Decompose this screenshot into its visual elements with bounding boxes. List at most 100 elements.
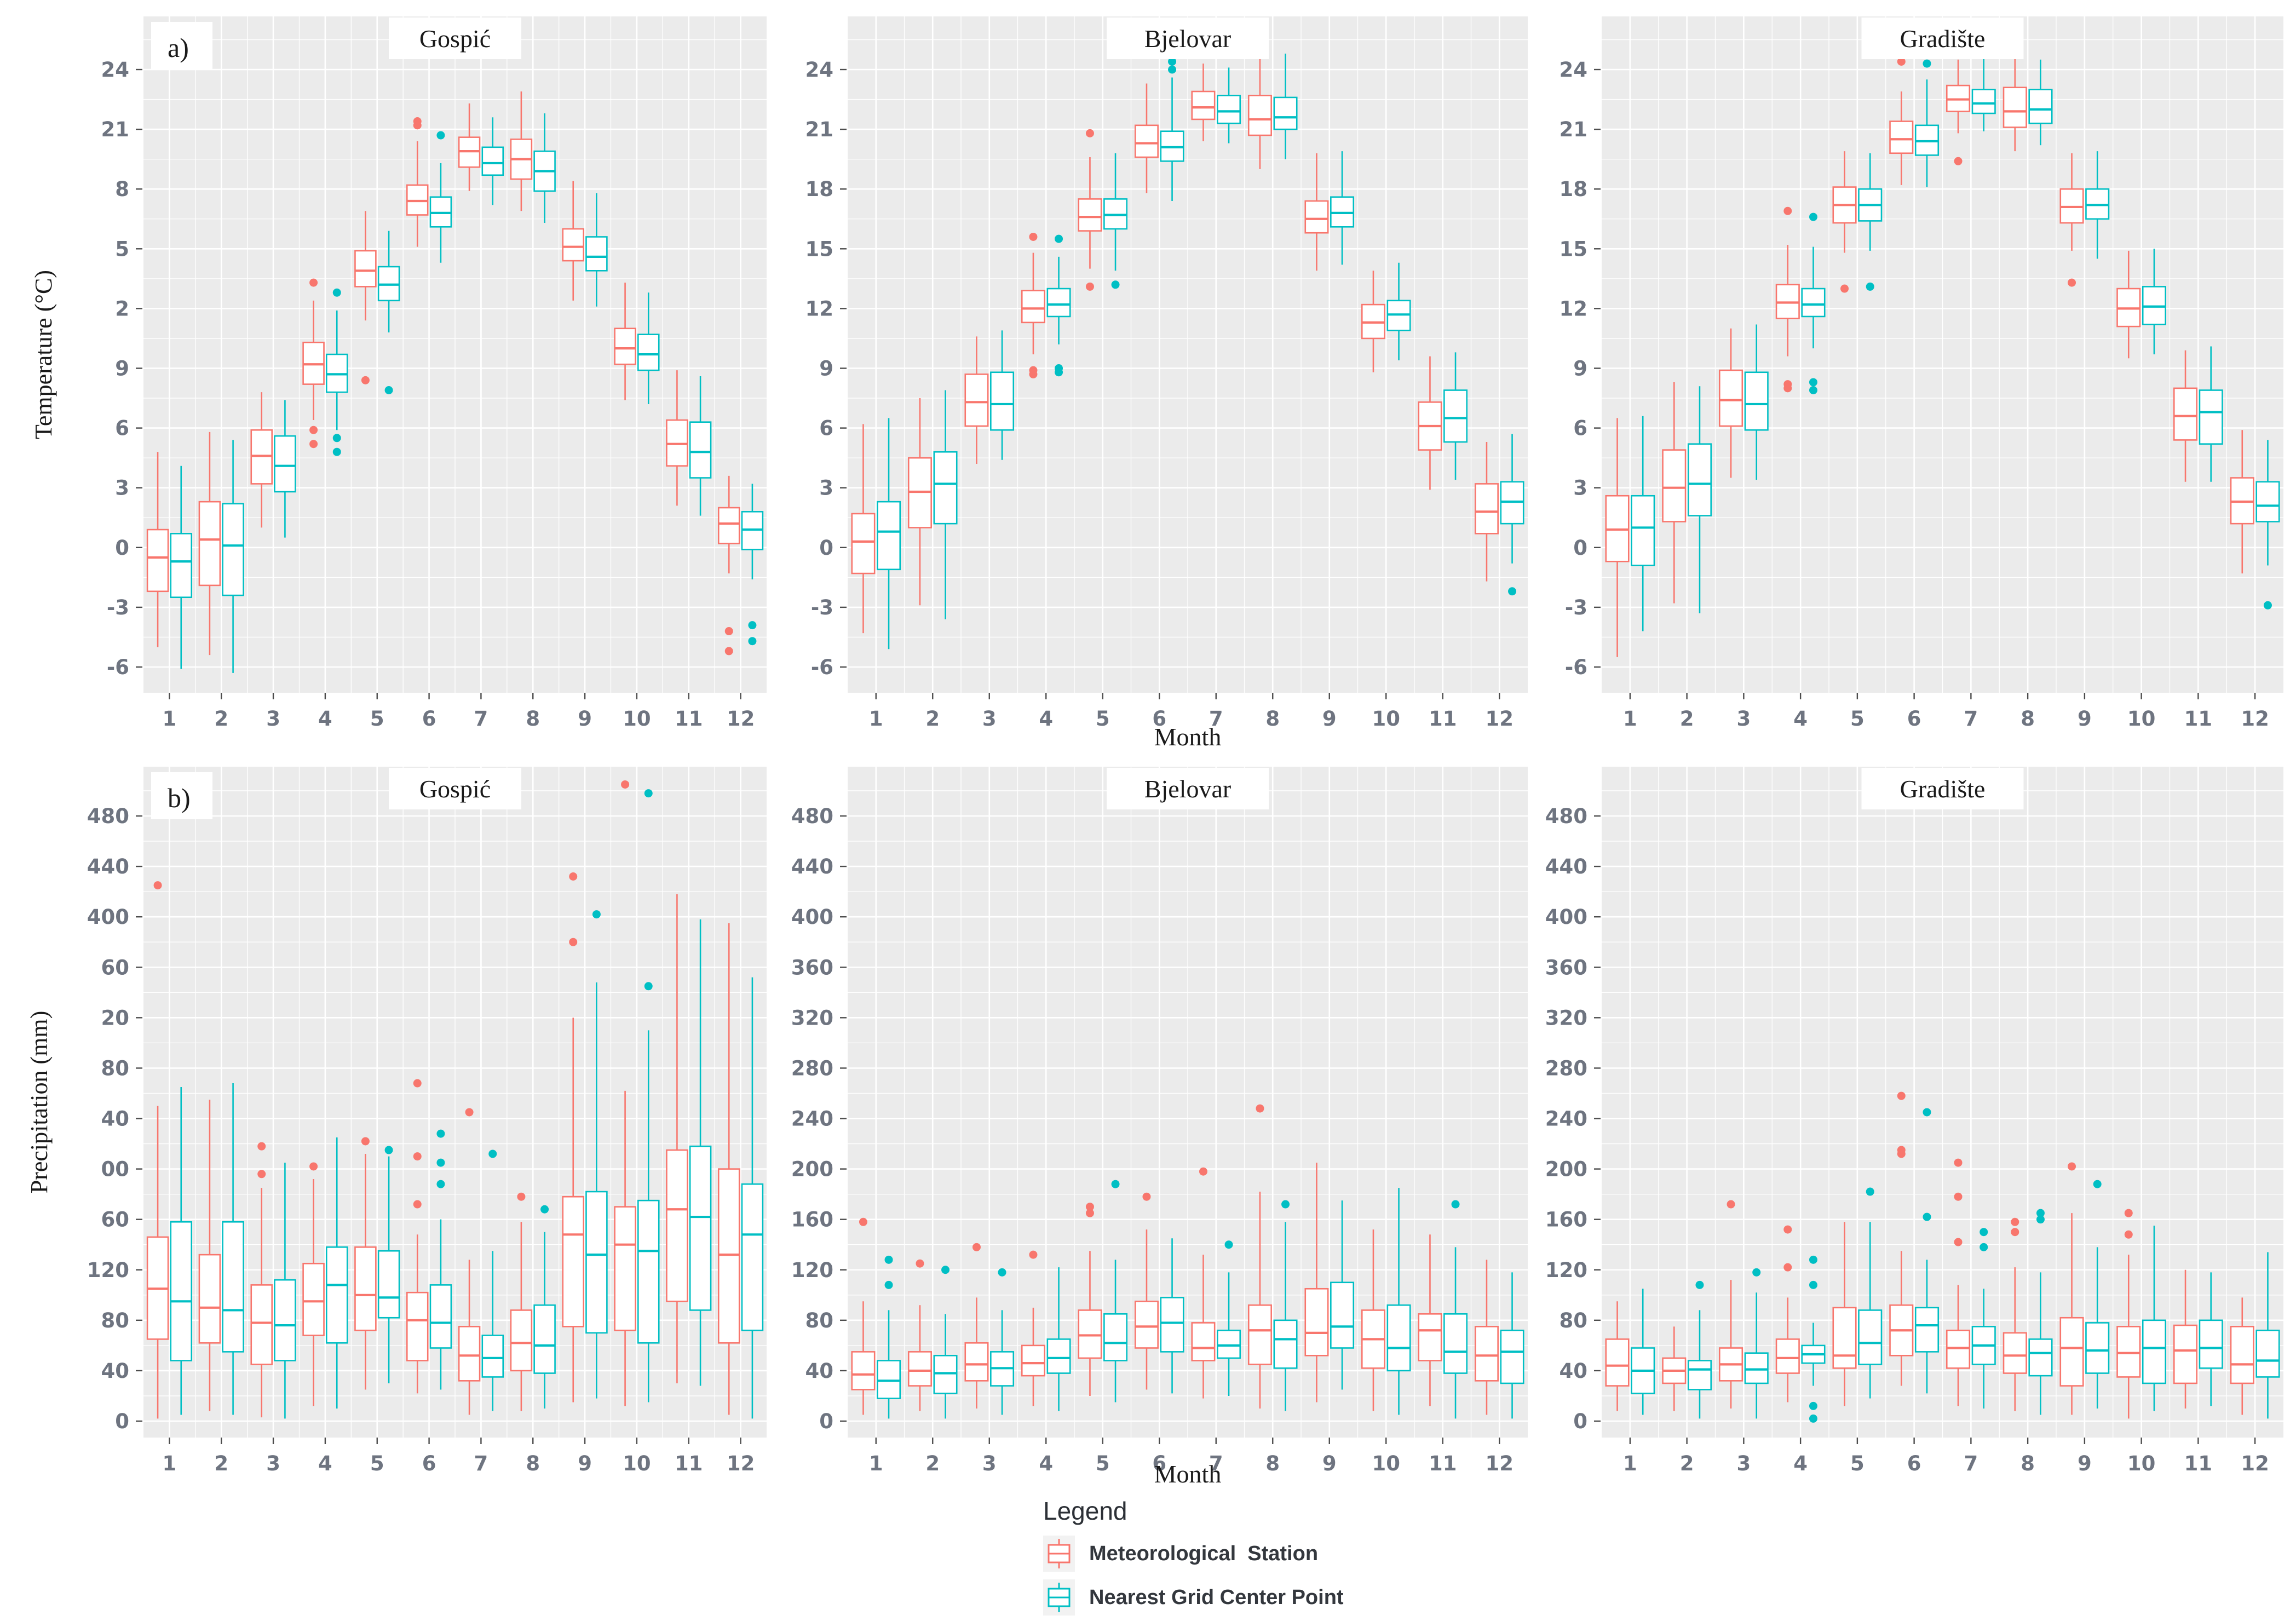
- outlier-point: [540, 1205, 549, 1214]
- box: [1443, 1313, 1468, 1374]
- box: [637, 1199, 660, 1344]
- outlier-point: [309, 426, 318, 434]
- box: [222, 1221, 244, 1353]
- x-tick-label: 1: [163, 707, 177, 731]
- x-tick-label: 9: [578, 1452, 592, 1475]
- x-tick-label: 9: [1322, 707, 1337, 731]
- series-nearest-grid-center-point: [1631, 55, 2280, 631]
- box: [1744, 371, 1769, 431]
- box: [933, 1354, 958, 1394]
- x-tick-label: 12: [1486, 1452, 1514, 1475]
- box: [1889, 120, 1914, 154]
- outlier-point: [569, 938, 578, 946]
- corner-label-box: [151, 22, 212, 69]
- outlier-point: [1029, 1250, 1038, 1259]
- y-axis-title: Precipitation (mm): [26, 1011, 53, 1194]
- x-tick-label: 12: [727, 1452, 755, 1475]
- x-tick-label: 11: [2184, 1452, 2213, 1475]
- outlier-point: [1809, 1255, 1817, 1264]
- y-tick-label: 320: [791, 1006, 833, 1030]
- outlier-point: [1727, 1200, 1735, 1209]
- outlier-point: [257, 1170, 266, 1179]
- title-strip: [389, 18, 521, 59]
- outlier-point: [1809, 1280, 1817, 1289]
- y-tick-label: -6: [811, 656, 833, 679]
- series-meteorological-station: [146, 91, 740, 656]
- y-tick-label: -6: [1565, 656, 1587, 679]
- box: [1946, 1329, 1971, 1369]
- outlier-point: [2093, 1180, 2102, 1188]
- box: [2173, 387, 2198, 441]
- title-strip: [389, 768, 521, 809]
- outlier-point: [1281, 1200, 1290, 1209]
- box: [637, 334, 660, 371]
- x-tick-label: 2: [925, 1452, 940, 1475]
- box: [1744, 1352, 1769, 1384]
- y-tick-label: 240: [791, 1107, 833, 1131]
- box: [1217, 1329, 1241, 1359]
- x-tick-label: 7: [1209, 1452, 1223, 1475]
- box: [1304, 1287, 1329, 1356]
- outlier-point: [1695, 1280, 1704, 1289]
- box: [877, 501, 901, 571]
- box: [1500, 1329, 1524, 1384]
- box: [964, 1342, 989, 1382]
- box: [964, 373, 989, 427]
- outlier-point: [644, 982, 653, 991]
- box: [1247, 94, 1272, 136]
- outlier-point: [384, 386, 393, 395]
- y-axis-title: Temperature (°C): [30, 270, 57, 439]
- outlier-point: [884, 1255, 893, 1264]
- x-tick-label: 5: [1096, 1452, 1110, 1475]
- x-tick-label: 8: [1265, 707, 1280, 731]
- panel-title: Gospić: [419, 25, 491, 53]
- panel-title: Gospić: [419, 775, 491, 803]
- box: [1801, 288, 1826, 318]
- y-tick-label: 80: [805, 1309, 834, 1332]
- y-tick-label: 15: [1560, 237, 1588, 261]
- x-tick-label: 2: [214, 1452, 228, 1475]
- y-tick-label: 9: [1573, 357, 1587, 381]
- box: [406, 1291, 429, 1361]
- y-tick-label: 0: [819, 1410, 833, 1433]
- y-tick-label: 320: [1545, 1006, 1587, 1030]
- outlier-point: [1085, 1209, 1094, 1217]
- outlier-point: [1029, 232, 1038, 241]
- outlier-point: [2036, 1209, 2045, 1217]
- x-tick-label: 12: [727, 707, 755, 731]
- outlier-point: [413, 1152, 422, 1161]
- x-tick-label: 7: [1209, 707, 1223, 731]
- box: [2002, 1332, 2027, 1374]
- box: [1191, 90, 1216, 120]
- outlier-point: [2068, 278, 2076, 287]
- outlier-point: [1029, 370, 1038, 378]
- y-tick-label: -3: [107, 596, 129, 619]
- y-tick-label: 18: [805, 177, 834, 201]
- x-tick-label: 7: [1964, 707, 1978, 731]
- box: [198, 1254, 221, 1344]
- y-tick-label: 6: [819, 417, 833, 440]
- box: [1914, 1307, 1940, 1353]
- x-tick-label: 11: [675, 707, 703, 731]
- outlier-point: [2124, 1209, 2133, 1217]
- y-tick-label: -6: [107, 656, 129, 679]
- x-tick-label: 10: [2127, 707, 2156, 731]
- box: [510, 1309, 533, 1372]
- x-tick-label: 10: [1372, 1452, 1401, 1475]
- x-tick-label: 2: [1680, 707, 1694, 731]
- x-tick-label: 8: [526, 1452, 540, 1475]
- outlier-point: [1954, 157, 1963, 165]
- outlier-point: [332, 434, 341, 442]
- box: [1474, 1326, 1499, 1382]
- y-tick-label: 40: [101, 1359, 130, 1383]
- outlier-point: [1085, 129, 1094, 137]
- x-tick-label: 10: [1372, 707, 1401, 731]
- x-tick-label: 8: [2021, 707, 2035, 731]
- x-tick-label: 4: [1793, 707, 1808, 731]
- box: [2028, 1338, 2053, 1377]
- box: [2028, 89, 2053, 124]
- outlier-point: [361, 376, 370, 384]
